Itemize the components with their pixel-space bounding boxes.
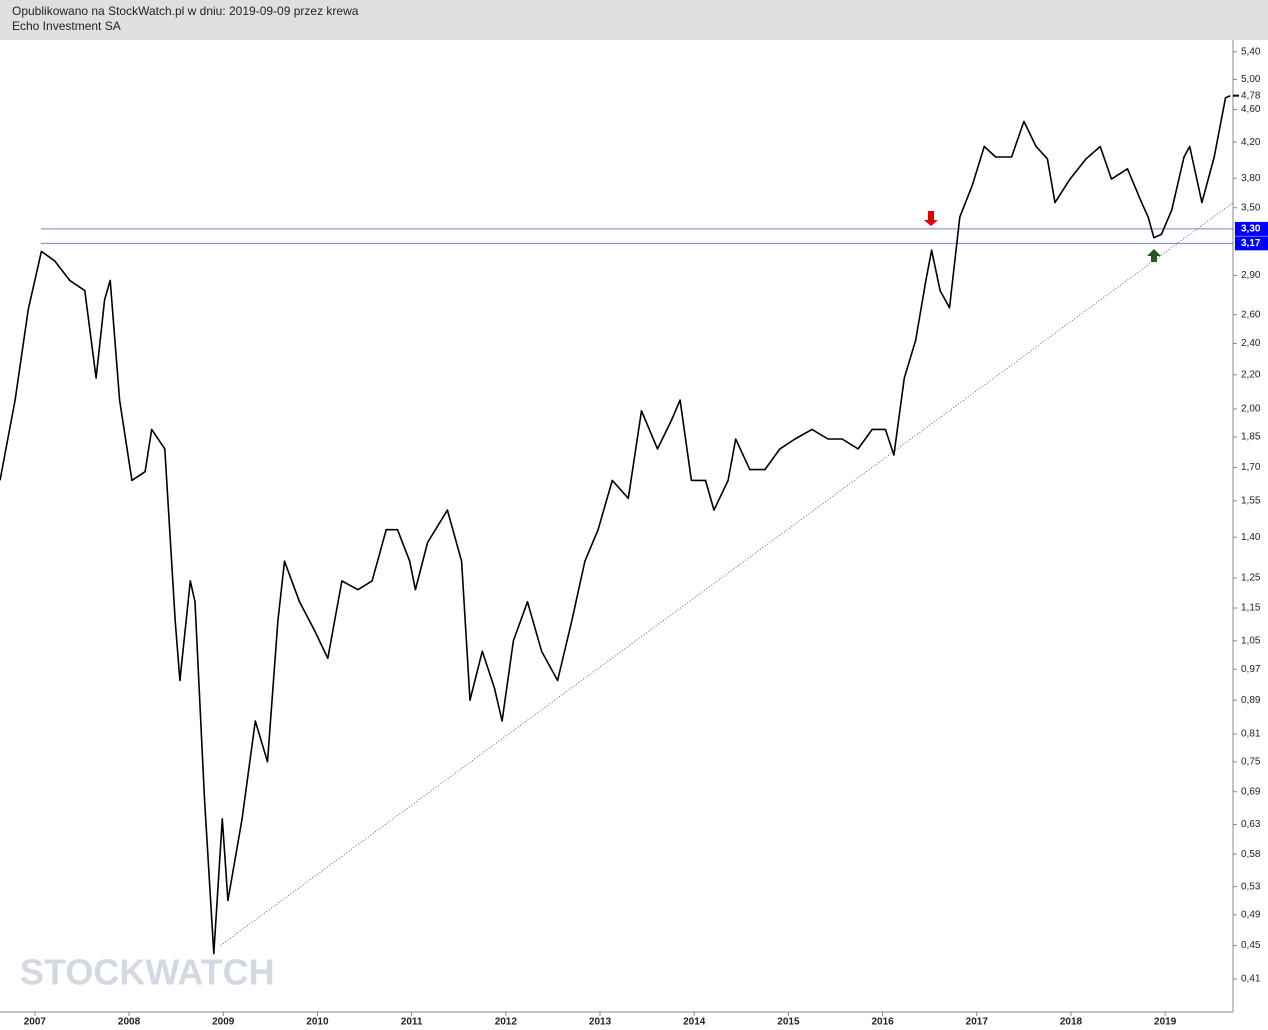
level-label-box [1235, 221, 1268, 236]
x-tick-label: 2019 [1154, 1017, 1177, 1028]
y-tick-label: 2,60 [1241, 309, 1261, 320]
level-label-box [1235, 236, 1268, 251]
y-tick-label: 0,58 [1241, 849, 1261, 860]
y-tick-label: 4,20 [1241, 137, 1261, 148]
y-tick-label: 2,20 [1241, 369, 1261, 380]
y-tick-label: 0,97 [1241, 664, 1261, 675]
x-tick-label: 2007 [24, 1017, 47, 1028]
level-label: 3,30 [1241, 224, 1261, 235]
trendline [220, 202, 1234, 946]
y-tick-label: 1,15 [1241, 603, 1261, 614]
last-price-label: 4,78 [1241, 90, 1261, 101]
y-tick-label: 0,53 [1241, 881, 1261, 892]
price-line [0, 94, 1231, 955]
y-tick-label: 0,45 [1241, 940, 1261, 951]
header-band [0, 0, 1268, 40]
y-tick-label: 0,75 [1241, 756, 1261, 767]
x-tick-label: 2017 [966, 1017, 989, 1028]
level-label: 3,17 [1241, 238, 1261, 249]
y-tick-label: 0,81 [1241, 729, 1261, 740]
y-tick-label: 2,40 [1241, 338, 1261, 349]
y-tick-label: 2,90 [1241, 270, 1261, 281]
x-tick-label: 2011 [401, 1017, 423, 1028]
y-tick-label: 5,40 [1241, 46, 1261, 57]
x-tick-label: 2013 [589, 1017, 612, 1028]
y-tick-label: 3,80 [1241, 173, 1261, 184]
y-tick-label: 0,63 [1241, 819, 1261, 830]
up-arrow [1147, 249, 1161, 262]
y-tick-label: 1,55 [1241, 495, 1261, 506]
chart-title: Echo Investment SA [12, 19, 121, 33]
y-tick-label: 1,85 [1241, 432, 1261, 443]
y-tick-label: 1,05 [1241, 635, 1261, 646]
y-tick-label: 0,49 [1241, 909, 1261, 920]
x-tick-label: 2010 [306, 1017, 329, 1028]
x-tick-label: 2018 [1060, 1017, 1083, 1028]
y-tick-label: 2,00 [1241, 404, 1261, 415]
y-tick-label: 0,69 [1241, 786, 1261, 797]
y-tick-label: 1,25 [1241, 573, 1261, 584]
x-tick-label: 2008 [118, 1017, 141, 1028]
x-tick-label: 2016 [871, 1017, 894, 1028]
y-tick-label: 3,50 [1241, 202, 1261, 213]
x-tick-label: 2012 [495, 1017, 518, 1028]
y-tick-label: 0,41 [1241, 974, 1261, 985]
subtitle: Opublikowano na StockWatch.pl w dniu: 20… [12, 4, 359, 18]
y-tick-label: 1,70 [1241, 462, 1261, 473]
y-tick-label: 0,89 [1241, 695, 1261, 706]
watermark: STOCKWATCH [20, 952, 275, 993]
x-tick-label: 2014 [683, 1017, 706, 1028]
down-arrow [924, 211, 938, 226]
x-tick-label: 2015 [777, 1017, 800, 1028]
y-tick-label: 5,00 [1241, 74, 1261, 85]
y-tick-label: 4,60 [1241, 104, 1261, 115]
x-tick-label: 2009 [212, 1017, 235, 1028]
y-tick-label: 1,40 [1241, 532, 1261, 543]
